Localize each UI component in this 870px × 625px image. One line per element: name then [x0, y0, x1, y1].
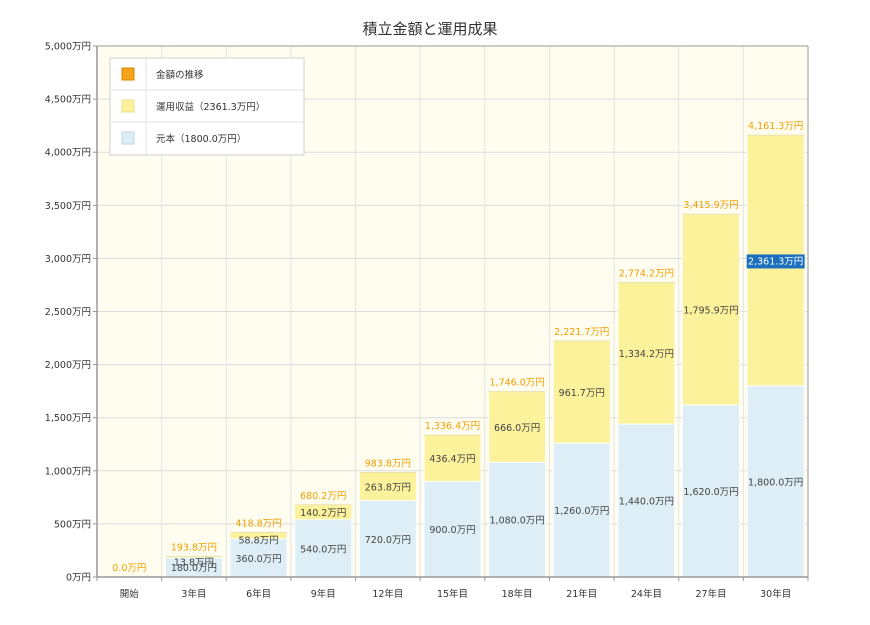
legend-label-totals: 金額の推移 — [156, 69, 204, 81]
data-label-highlight-bg — [746, 254, 805, 269]
data-label-returns: 58.8万円 — [239, 536, 279, 547]
x-tick-label: 18年目 — [502, 588, 533, 600]
data-label-total: 983.8万円 — [365, 459, 411, 470]
y-tick-label: 2,000万円 — [45, 360, 91, 371]
data-label-returns: 13.8万円 — [174, 557, 214, 568]
data-label-total: 4,161.3万円 — [748, 121, 803, 132]
data-label-total: 1,336.4万円 — [425, 421, 480, 432]
legend-label-principal: 元本（1800.0万円） — [156, 133, 246, 145]
data-label-returns: 1,334.2万円 — [619, 349, 674, 360]
x-tick-label: 9年目 — [311, 588, 336, 600]
bar-returns — [682, 213, 741, 406]
data-label-returns: 263.8万円 — [365, 483, 411, 494]
bar-returns — [358, 472, 417, 502]
bar-principal — [294, 519, 353, 578]
x-tick-label: 15年目 — [437, 588, 468, 600]
y-tick-label: 1,000万円 — [45, 466, 91, 477]
y-tick-label: 4,500万円 — [45, 95, 91, 106]
data-label-total: 2,221.7万円 — [554, 327, 609, 338]
y-tick-label: 4,000万円 — [45, 148, 91, 159]
bar-principal — [552, 442, 611, 578]
bar-principal — [423, 480, 482, 578]
data-label-principal: 1,620.0万円 — [683, 487, 738, 498]
x-tick-label: 27年目 — [695, 588, 726, 600]
data-label-returns: 961.7万円 — [559, 388, 605, 399]
chart-title: 積立金額と運用成果 — [362, 20, 497, 38]
data-label-principal: 540.0万円 — [300, 544, 346, 555]
x-tick-label: 30年目 — [760, 588, 791, 600]
data-label-returns: 666.0万円 — [494, 423, 540, 434]
x-tick-label: 12年目 — [372, 588, 403, 600]
data-label-total: 418.8万円 — [235, 519, 281, 530]
y-tick-label: 500万円 — [54, 519, 91, 530]
legend-label-returns: 運用収益（2361.3万円） — [156, 101, 265, 113]
x-tick-label: 6年目 — [246, 588, 271, 600]
x-tick-label: 開始 — [120, 588, 140, 600]
data-label-returns: 436.4万円 — [429, 454, 475, 465]
x-tick-label: 3年目 — [181, 588, 206, 600]
legend-swatch-principal — [121, 131, 135, 145]
legend: 金額の推移 運用収益（2361.3万円） 元本（1800.0万円） — [109, 57, 305, 156]
data-label-total: 0.0万円 — [112, 563, 146, 574]
data-label-principal: 900.0万円 — [429, 525, 475, 536]
data-label-returns: 1,795.9万円 — [683, 306, 738, 317]
bar-principal — [682, 404, 741, 578]
bar-principal — [229, 538, 288, 578]
data-label-returns: 140.2万円 — [300, 508, 346, 519]
axes: 0万円 500万円 1,000万円 1,500万円 2,000万円 2,500万円 3,00… — [45, 42, 809, 600]
y-tick-label: 3,000万円 — [45, 254, 91, 265]
data-label-principal: 360.0万円 — [235, 554, 281, 565]
bar-principal — [746, 385, 805, 578]
data-label-total: 193.8万円 — [171, 542, 217, 553]
data-label-principal: 1,800.0万円 — [748, 477, 803, 488]
data-label-principal: 1,260.0万円 — [554, 506, 609, 517]
bar-returns — [617, 281, 676, 425]
y-tick-label: 5,000万円 — [45, 42, 91, 53]
y-tick-label: 1,500万円 — [45, 413, 91, 424]
y-tick-label: 0万円 — [66, 573, 91, 584]
data-label-principal: 1,440.0万円 — [619, 497, 674, 508]
legend-swatch-returns — [121, 99, 135, 113]
data-label-total: 1,746.0万円 — [490, 378, 545, 389]
data-label-principal: 180.0万円 — [171, 563, 217, 574]
data-label-total: 680.2万円 — [300, 491, 346, 502]
x-tick-label: 24年目 — [631, 588, 662, 600]
data-label-principal: 720.0万円 — [365, 535, 411, 546]
legend-box — [109, 57, 305, 156]
y-tick-label: 3,500万円 — [45, 201, 91, 212]
y-tick-label: 2,500万円 — [45, 307, 91, 318]
data-label-returns: 2,361.3万円 — [748, 256, 803, 267]
bar-principal — [617, 423, 676, 578]
x-tick-label: 21年目 — [566, 588, 597, 600]
data-label-total: 2,774.2万円 — [619, 268, 674, 279]
bar-principal — [358, 500, 417, 578]
data-label-total: 3,415.9万円 — [683, 200, 738, 211]
legend-swatch-totals — [121, 67, 135, 81]
data-label-principal: 1,080.0万円 — [490, 516, 545, 527]
